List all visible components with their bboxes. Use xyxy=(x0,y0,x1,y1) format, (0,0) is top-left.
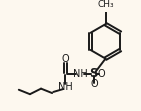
Text: S: S xyxy=(90,67,98,80)
Text: CH₃: CH₃ xyxy=(97,0,114,9)
Text: NH: NH xyxy=(58,82,73,92)
Text: O: O xyxy=(90,79,98,89)
Text: O: O xyxy=(62,54,69,64)
Text: NH: NH xyxy=(73,69,87,79)
Text: O: O xyxy=(97,69,105,79)
